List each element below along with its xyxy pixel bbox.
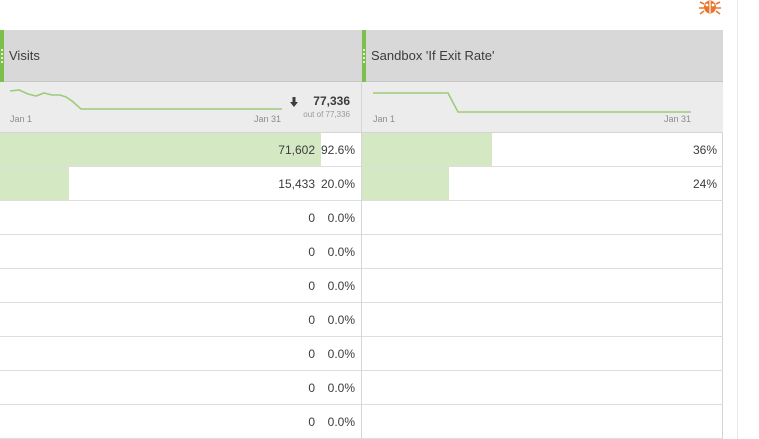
cell-value: 0 [308, 279, 315, 293]
grip-dots-icon [362, 48, 366, 64]
table-row[interactable] [362, 269, 723, 303]
exit-rate-cells: 36% 24% [362, 133, 723, 439]
grip-dots-icon [0, 48, 4, 64]
cell-percent: 0.0% [327, 245, 355, 259]
table-row[interactable]: 0 0.0% [0, 337, 361, 371]
table-row[interactable]: 36% [362, 133, 723, 167]
down-arrow-icon [289, 96, 299, 108]
cell-value: 0 [308, 313, 315, 327]
percent-bar [362, 167, 449, 200]
cell-value: 0 [308, 381, 315, 395]
cell-value: 36% [692, 143, 717, 157]
table-row[interactable]: 0 0.0% [0, 269, 361, 303]
percent-bar [0, 167, 69, 200]
cell-value: 0 [308, 211, 315, 225]
visits-cells: 71,602 92.6% 15,433 20.0% 0 0.0% 0 0.0% 0 0.0% 0 0.… [0, 133, 361, 439]
cell-value: 0 [308, 415, 315, 429]
table-row[interactable]: 0 0.0% [0, 303, 361, 337]
table-row[interactable] [362, 235, 723, 269]
cell-percent: 0.0% [327, 211, 355, 225]
table-row[interactable]: 15,433 20.0% [0, 167, 361, 201]
table-row[interactable]: 0 0.0% [0, 201, 361, 235]
cell-value: 15,433 [278, 177, 315, 191]
column-summary-exit-rate: Jan 1 Jan 31 [362, 82, 723, 133]
percent-bar [362, 133, 492, 166]
table-row[interactable]: 0 0.0% [0, 235, 361, 269]
trend-start-label: Jan 1 [373, 114, 396, 124]
bug-icon[interactable] [697, 0, 723, 18]
cell-value: 24% [692, 177, 717, 191]
column-title: Visits [9, 48, 40, 63]
trend-end-label: Jan 31 [664, 114, 692, 124]
trend-end-label: Jan 31 [254, 114, 282, 124]
cell-percent: 0.0% [327, 381, 355, 395]
cell-percent: 0.0% [327, 313, 355, 327]
freeform-table: Visits Jan 1 Jan 31 77,336 out of 77,336… [0, 30, 723, 439]
table-row[interactable]: 24% [362, 167, 723, 201]
table-row[interactable]: 71,602 92.6% [0, 133, 361, 167]
cell-percent: 20.0% [320, 177, 355, 191]
column-visits: Visits Jan 1 Jan 31 77,336 out of 77,336… [0, 30, 361, 439]
cell-percent: 92.6% [320, 143, 355, 157]
column-total: 77,336 [313, 94, 350, 108]
table-row[interactable] [362, 337, 723, 371]
scrollbar[interactable] [737, 0, 759, 439]
cell-percent: 0.0% [327, 279, 355, 293]
cell-value: 71,602 [278, 143, 315, 157]
percent-bar [0, 133, 321, 166]
column-total-subtext: out of 77,336 [303, 110, 350, 119]
table-row[interactable] [362, 371, 723, 405]
cell-value: 0 [308, 245, 315, 259]
table-row[interactable] [362, 303, 723, 337]
table-row[interactable] [362, 405, 723, 439]
cell-percent: 0.0% [327, 415, 355, 429]
trend-start-label: Jan 1 [10, 114, 33, 124]
column-summary-visits: Jan 1 Jan 31 77,336 out of 77,336 [0, 82, 361, 133]
trend-sparkline [373, 92, 691, 113]
table-row[interactable]: 0 0.0% [0, 405, 361, 439]
trend-sparkline [9, 89, 282, 110]
column-exit-rate: Sandbox 'If Exit Rate' Jan 1 Jan 31 36% 2… [361, 30, 723, 439]
cell-percent: 0.0% [327, 347, 355, 361]
column-header-visits[interactable]: Visits [0, 30, 361, 82]
cell-value: 0 [308, 347, 315, 361]
column-title: Sandbox 'If Exit Rate' [371, 48, 495, 63]
table-row[interactable] [362, 201, 723, 235]
column-header-exit-rate[interactable]: Sandbox 'If Exit Rate' [362, 30, 723, 82]
table-row[interactable]: 0 0.0% [0, 371, 361, 405]
